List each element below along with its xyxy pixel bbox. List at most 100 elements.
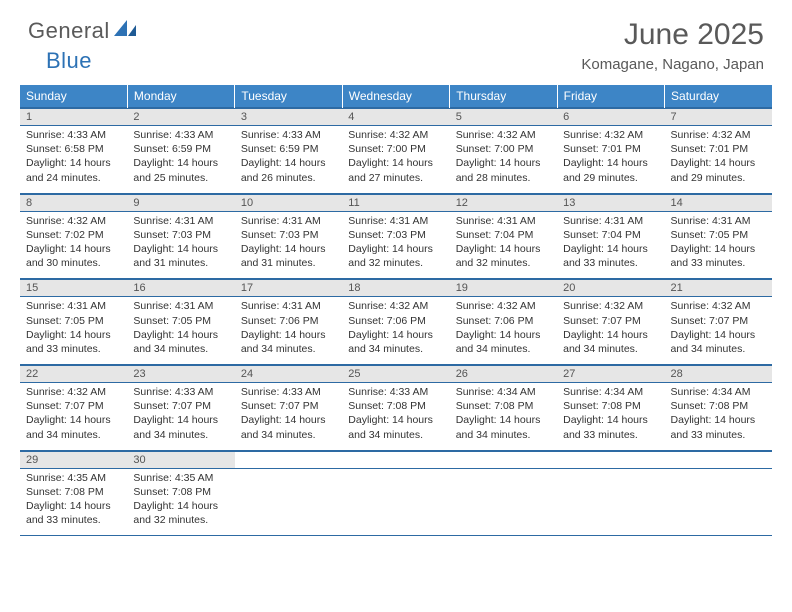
- day-cell: Sunrise: 4:31 AMSunset: 7:04 PMDaylight:…: [450, 211, 557, 279]
- sunset-line: Sunset: 6:59 PM: [133, 142, 228, 156]
- daylight-line: Daylight: 14 hours and 34 minutes.: [133, 413, 228, 441]
- day-number: 14: [665, 194, 772, 211]
- day-cell: [450, 468, 557, 536]
- sunrise-line: Sunrise: 4:32 AM: [348, 128, 443, 142]
- day-cell: [665, 468, 772, 536]
- daylight-line: Daylight: 14 hours and 32 minutes.: [133, 499, 228, 527]
- sunset-line: Sunset: 7:00 PM: [456, 142, 551, 156]
- day-number: 20: [557, 279, 664, 296]
- weekday-header: Sunday: [20, 85, 127, 108]
- daynum-row: 891011121314: [20, 193, 772, 211]
- daylight-line: Daylight: 14 hours and 34 minutes.: [456, 328, 551, 356]
- daylight-line: Daylight: 14 hours and 34 minutes.: [241, 413, 336, 441]
- sunset-line: Sunset: 7:05 PM: [26, 314, 121, 328]
- logo: General: [28, 18, 142, 44]
- sunrise-line: Sunrise: 4:34 AM: [456, 385, 551, 399]
- sunset-line: Sunset: 7:01 PM: [671, 142, 766, 156]
- daylight-line: Daylight: 14 hours and 25 minutes.: [133, 156, 228, 184]
- day-number: 5: [450, 108, 557, 125]
- logo-sail-icon: [114, 18, 140, 43]
- sunset-line: Sunset: 7:07 PM: [26, 399, 121, 413]
- day-cell: Sunrise: 4:31 AMSunset: 7:05 PMDaylight:…: [20, 297, 127, 365]
- day-cell: Sunrise: 4:33 AMSunset: 7:07 PMDaylight:…: [235, 383, 342, 451]
- day-cell: [235, 468, 342, 536]
- sunrise-line: Sunrise: 4:32 AM: [563, 128, 658, 142]
- sunrise-line: Sunrise: 4:33 AM: [348, 385, 443, 399]
- sunset-line: Sunset: 7:04 PM: [563, 228, 658, 242]
- daylight-line: Daylight: 14 hours and 34 minutes.: [348, 328, 443, 356]
- day-cell: Sunrise: 4:33 AMSunset: 6:59 PMDaylight:…: [235, 126, 342, 194]
- sunset-line: Sunset: 7:08 PM: [133, 485, 228, 499]
- sunrise-line: Sunrise: 4:31 AM: [456, 214, 551, 228]
- day-cell: Sunrise: 4:32 AMSunset: 7:06 PMDaylight:…: [342, 297, 449, 365]
- sunset-line: Sunset: 6:58 PM: [26, 142, 121, 156]
- day-cell: Sunrise: 4:31 AMSunset: 7:03 PMDaylight:…: [127, 211, 234, 279]
- sunrise-line: Sunrise: 4:31 AM: [671, 214, 766, 228]
- sunset-line: Sunset: 7:08 PM: [671, 399, 766, 413]
- sunrise-line: Sunrise: 4:31 AM: [26, 299, 121, 313]
- sunset-line: Sunset: 7:08 PM: [563, 399, 658, 413]
- daylight-line: Daylight: 14 hours and 29 minutes.: [563, 156, 658, 184]
- sunset-line: Sunset: 7:00 PM: [348, 142, 443, 156]
- day-number: 24: [235, 365, 342, 382]
- sunrise-line: Sunrise: 4:31 AM: [563, 214, 658, 228]
- weekday-header: Wednesday: [342, 85, 449, 108]
- day-cell: Sunrise: 4:33 AMSunset: 6:58 PMDaylight:…: [20, 126, 127, 194]
- daylight-line: Daylight: 14 hours and 28 minutes.: [456, 156, 551, 184]
- daylight-line: Daylight: 14 hours and 34 minutes.: [133, 328, 228, 356]
- sunset-line: Sunset: 7:02 PM: [26, 228, 121, 242]
- day-number: 2: [127, 108, 234, 125]
- sunset-line: Sunset: 7:05 PM: [671, 228, 766, 242]
- day-number: 1: [20, 108, 127, 125]
- daylight-line: Daylight: 14 hours and 33 minutes.: [671, 242, 766, 270]
- day-cell: Sunrise: 4:31 AMSunset: 7:06 PMDaylight:…: [235, 297, 342, 365]
- day-cell: Sunrise: 4:32 AMSunset: 7:00 PMDaylight:…: [450, 126, 557, 194]
- day-number: 18: [342, 279, 449, 296]
- sunset-line: Sunset: 7:06 PM: [348, 314, 443, 328]
- sunrise-line: Sunrise: 4:31 AM: [241, 299, 336, 313]
- day-number: 11: [342, 194, 449, 211]
- day-cell: Sunrise: 4:31 AMSunset: 7:04 PMDaylight:…: [557, 211, 664, 279]
- day-cell: Sunrise: 4:32 AMSunset: 7:07 PMDaylight:…: [665, 297, 772, 365]
- weekday-header: Tuesday: [235, 85, 342, 108]
- sunrise-line: Sunrise: 4:32 AM: [26, 214, 121, 228]
- day-number: [342, 451, 449, 456]
- day-cell: Sunrise: 4:35 AMSunset: 7:08 PMDaylight:…: [20, 468, 127, 536]
- weekday-header: Saturday: [665, 85, 772, 108]
- day-cell: Sunrise: 4:32 AMSunset: 7:00 PMDaylight:…: [342, 126, 449, 194]
- day-number: [235, 451, 342, 456]
- day-number: 19: [450, 279, 557, 296]
- day-cell: Sunrise: 4:34 AMSunset: 7:08 PMDaylight:…: [665, 383, 772, 451]
- daylight-line: Daylight: 14 hours and 34 minutes.: [563, 328, 658, 356]
- sunset-line: Sunset: 7:04 PM: [456, 228, 551, 242]
- sunrise-line: Sunrise: 4:33 AM: [241, 385, 336, 399]
- daynum-row: 2930: [20, 450, 772, 468]
- sunset-line: Sunset: 7:03 PM: [133, 228, 228, 242]
- sunset-line: Sunset: 7:05 PM: [133, 314, 228, 328]
- day-number: 8: [20, 194, 127, 211]
- sunrise-line: Sunrise: 4:32 AM: [348, 299, 443, 313]
- sunrise-line: Sunrise: 4:35 AM: [26, 471, 121, 485]
- sunrise-line: Sunrise: 4:31 AM: [348, 214, 443, 228]
- day-number: 15: [20, 279, 127, 296]
- sunset-line: Sunset: 7:08 PM: [456, 399, 551, 413]
- day-cell: Sunrise: 4:35 AMSunset: 7:08 PMDaylight:…: [127, 468, 234, 536]
- day-cell: [557, 468, 664, 536]
- week-row: Sunrise: 4:33 AMSunset: 6:58 PMDaylight:…: [20, 126, 772, 194]
- day-cell: Sunrise: 4:31 AMSunset: 7:05 PMDaylight:…: [665, 211, 772, 279]
- daynum-row: 15161718192021: [20, 279, 772, 297]
- day-number: 10: [235, 194, 342, 211]
- sunrise-line: Sunrise: 4:32 AM: [563, 299, 658, 313]
- day-number: 6: [557, 108, 664, 125]
- day-cell: Sunrise: 4:32 AMSunset: 7:07 PMDaylight:…: [557, 297, 664, 365]
- daylight-line: Daylight: 14 hours and 33 minutes.: [26, 499, 121, 527]
- daynum-row: 22232425262728: [20, 365, 772, 383]
- day-number: 21: [665, 279, 772, 296]
- day-cell: Sunrise: 4:33 AMSunset: 7:07 PMDaylight:…: [127, 383, 234, 451]
- sunset-line: Sunset: 7:07 PM: [563, 314, 658, 328]
- daylight-line: Daylight: 14 hours and 27 minutes.: [348, 156, 443, 184]
- day-number: 4: [342, 108, 449, 125]
- day-number: 25: [342, 365, 449, 382]
- sunrise-line: Sunrise: 4:32 AM: [456, 128, 551, 142]
- sunset-line: Sunset: 7:07 PM: [671, 314, 766, 328]
